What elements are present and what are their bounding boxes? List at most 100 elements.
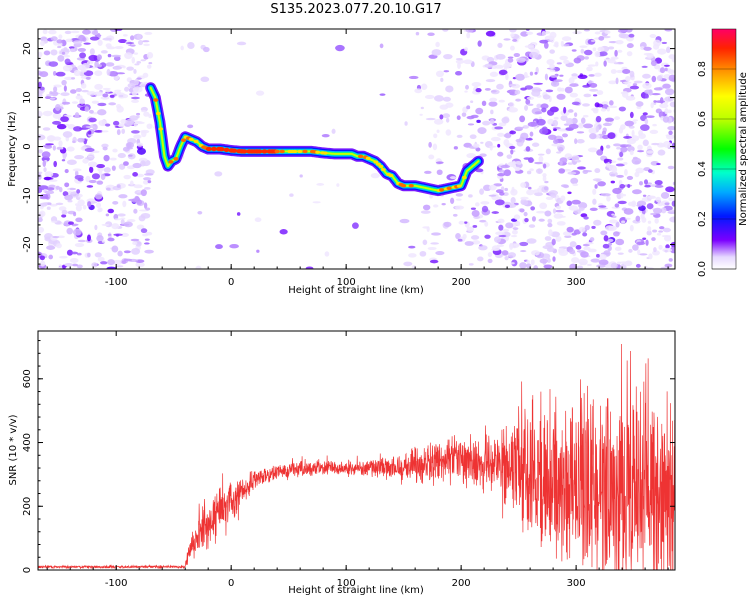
spectrogram-cell	[76, 252, 82, 256]
spectrogram-cell	[579, 45, 588, 49]
spectrogram-cell	[105, 62, 115, 67]
spectrogram-cell	[507, 57, 514, 63]
spectrogram-cell	[71, 263, 79, 267]
spectrogram-peak	[256, 149, 263, 154]
spectrogram-cell	[480, 141, 484, 144]
spectrogram-cell	[617, 157, 624, 161]
spectrogram-cell	[443, 54, 453, 60]
spectrogram-cell	[645, 239, 649, 246]
spectrogram-cell	[335, 44, 345, 52]
spectrogram-cell	[608, 80, 617, 85]
spectrogram-cell	[616, 261, 621, 265]
spectrogram-cell	[600, 230, 608, 236]
spectrogram-cell	[48, 29, 57, 35]
spectrogram-cell	[74, 112, 80, 119]
spectrogram-cell	[132, 162, 142, 169]
spectrogram-cell	[491, 193, 499, 201]
spectrogram-x-tick-label: 0	[228, 277, 234, 288]
spectrogram-cell	[73, 69, 81, 77]
spectrogram-cell	[79, 98, 85, 105]
spectrogram-cell	[553, 116, 559, 120]
spectrogram-cell	[623, 135, 632, 139]
spectrogram-cell	[534, 161, 544, 165]
spectrogram-y-tick-label: -10	[22, 187, 33, 203]
spectrogram-peak	[155, 111, 161, 116]
spectrogram-cell	[550, 231, 561, 238]
spectrogram-cell	[582, 103, 590, 107]
spectrogram-cell	[48, 61, 59, 67]
spectrogram-cell	[70, 89, 77, 94]
spectrogram-cell	[43, 167, 47, 173]
spectrogram-cell	[101, 130, 109, 133]
spectrogram-cell	[469, 134, 477, 139]
spectrogram-cell	[536, 118, 546, 126]
spectrogram-cell	[568, 123, 579, 130]
spectrogram-cell	[617, 252, 624, 255]
spectrogram-cell	[39, 255, 45, 261]
spectrogram-cell	[662, 247, 673, 253]
spectrogram-cell	[611, 166, 618, 173]
spectrogram-cell	[538, 218, 545, 222]
spectrogram-cell	[654, 184, 664, 188]
spectrogram-cell	[58, 140, 63, 147]
colorbar-tick-label: 0.6	[697, 111, 708, 127]
spectrogram-cell	[98, 119, 108, 127]
spectrogram-cell	[427, 246, 437, 251]
spectrogram-cell	[622, 68, 631, 74]
spectrogram-cell	[547, 118, 555, 125]
spectrogram-cell	[100, 50, 108, 54]
spectrogram-cell	[510, 262, 515, 265]
spectrogram-cell	[58, 34, 63, 39]
spectrogram-cell	[420, 106, 424, 110]
spectrogram-cell	[46, 245, 56, 250]
spectrogram-cell	[479, 219, 487, 223]
spectrogram-cell	[497, 218, 505, 224]
spectrogram-cell	[60, 116, 69, 123]
colorbar-tick-label: 0.8	[697, 61, 708, 77]
spectrogram-cell	[144, 173, 154, 176]
spectrogram-cell	[551, 238, 556, 246]
spectrogram-cell	[510, 234, 518, 238]
spectrogram-cell	[576, 131, 585, 134]
spectrogram-cell	[584, 224, 590, 231]
spectrogram-cell	[118, 194, 128, 199]
spectrogram-cell	[134, 63, 140, 66]
spectrogram-cell	[120, 232, 129, 238]
spectrogram-cell	[299, 174, 303, 178]
snr-panel: -100 0 100 200 300 0 200 400 600 Height of stra…	[8, 330, 676, 596]
spectrogram-cell	[106, 187, 111, 191]
spectrogram-cell	[511, 186, 515, 193]
spectrogram-cell	[511, 229, 518, 235]
spectrogram-cell	[617, 49, 623, 53]
spectrogram-cell	[72, 168, 82, 172]
spectrogram-cell	[629, 70, 635, 78]
spectrogram-cell	[46, 94, 53, 97]
spectrogram-cell	[316, 183, 325, 186]
spectrogram-cell	[73, 211, 77, 217]
spectrogram-cell	[548, 190, 559, 196]
spectrogram-cell	[572, 31, 582, 35]
spectrogram-frame	[37, 28, 676, 270]
spectrogram-cell	[556, 205, 561, 209]
spectrogram-cell	[614, 49, 618, 57]
spectrogram-cell	[566, 226, 574, 233]
spectrogram-cell	[668, 197, 674, 201]
spectrogram-x-label: Height of straight line (km)	[288, 285, 424, 296]
spectrogram-cell	[541, 126, 548, 131]
spectrogram-cell	[629, 111, 634, 119]
spectrogram-cell	[498, 224, 504, 231]
spectrogram-cell	[38, 226, 45, 233]
spectrogram-cell	[662, 227, 671, 233]
spectrogram-cell	[497, 132, 505, 137]
spectrogram-cell	[408, 245, 416, 249]
spectrogram-cell	[543, 186, 549, 191]
spectrogram-cell	[48, 179, 58, 182]
spectrogram-cell	[664, 263, 673, 268]
spectrogram-cell	[527, 121, 538, 127]
spectrogram-cell	[58, 206, 67, 211]
spectrogram-cell	[625, 75, 631, 82]
spectrogram-cell	[50, 36, 58, 42]
spectrogram-cell	[38, 112, 43, 117]
spectrogram-cell	[561, 36, 572, 42]
spectrogram-cell	[602, 122, 612, 127]
